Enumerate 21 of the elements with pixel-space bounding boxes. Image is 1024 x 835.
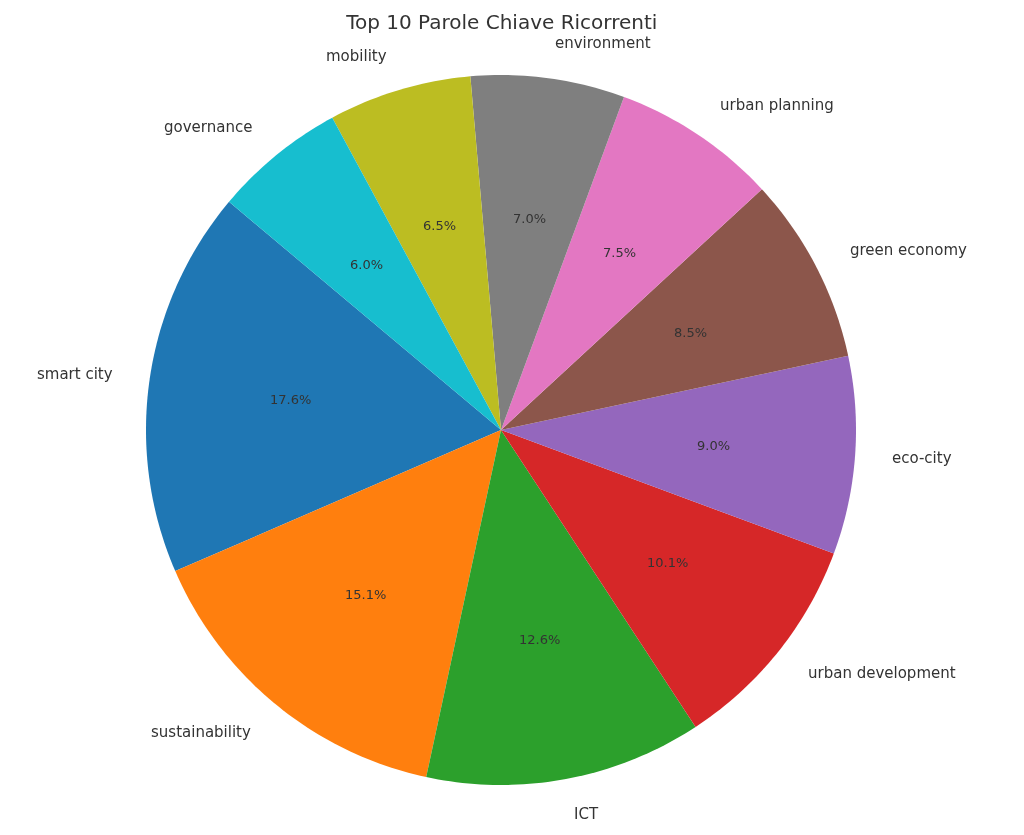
- data-label: 6.5%: [423, 218, 457, 233]
- slice-label: environment: [555, 34, 651, 52]
- chart-title: Top 10 Parole Chiave Ricorrenti: [345, 10, 658, 34]
- data-label: 9.0%: [697, 438, 731, 453]
- slice-label: smart city: [37, 365, 113, 383]
- slice-label: urban development: [808, 664, 956, 682]
- slice-label: ICT: [574, 805, 599, 823]
- slice-label: mobility: [326, 47, 387, 65]
- data-label: 15.1%: [345, 587, 387, 602]
- data-label: 7.0%: [513, 211, 547, 226]
- slice-label: sustainability: [151, 723, 251, 741]
- slice-label: urban planning: [720, 96, 834, 114]
- slice-label: eco-city: [892, 449, 952, 467]
- data-label: 8.5%: [674, 325, 708, 340]
- slice-label: green economy: [850, 241, 968, 259]
- data-label: 7.5%: [603, 245, 637, 260]
- data-label: 12.6%: [519, 632, 561, 647]
- data-label: 10.1%: [647, 555, 689, 570]
- slice-label: governance: [164, 118, 253, 136]
- data-label: 17.6%: [270, 392, 312, 407]
- data-label: 6.0%: [350, 257, 384, 272]
